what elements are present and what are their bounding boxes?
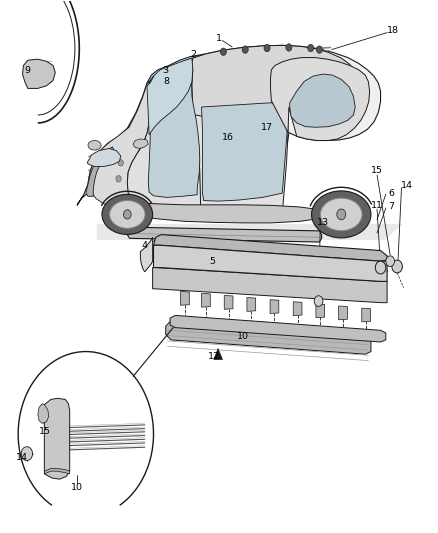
Circle shape bbox=[386, 256, 395, 266]
Circle shape bbox=[220, 48, 226, 55]
Text: 14: 14 bbox=[16, 454, 28, 463]
Polygon shape bbox=[170, 236, 176, 274]
Polygon shape bbox=[44, 398, 70, 479]
Text: 3: 3 bbox=[162, 67, 169, 75]
Circle shape bbox=[264, 44, 270, 52]
Polygon shape bbox=[180, 292, 189, 305]
Polygon shape bbox=[44, 469, 70, 474]
Polygon shape bbox=[293, 302, 302, 316]
Circle shape bbox=[307, 44, 314, 52]
Text: 12: 12 bbox=[208, 352, 220, 361]
Text: 6: 6 bbox=[389, 189, 395, 198]
Polygon shape bbox=[77, 45, 381, 219]
Polygon shape bbox=[170, 316, 386, 342]
Circle shape bbox=[124, 210, 131, 219]
Polygon shape bbox=[192, 45, 355, 117]
Text: 16: 16 bbox=[222, 133, 234, 142]
Text: 15: 15 bbox=[39, 427, 51, 436]
Ellipse shape bbox=[311, 191, 371, 238]
Text: 8: 8 bbox=[164, 77, 170, 86]
Polygon shape bbox=[271, 58, 370, 141]
Polygon shape bbox=[152, 268, 387, 303]
Polygon shape bbox=[86, 147, 114, 196]
Text: 14: 14 bbox=[401, 181, 413, 190]
Polygon shape bbox=[128, 203, 319, 223]
Polygon shape bbox=[133, 139, 148, 149]
Ellipse shape bbox=[102, 195, 152, 235]
Polygon shape bbox=[38, 403, 49, 423]
Polygon shape bbox=[87, 149, 121, 166]
Text: 1: 1 bbox=[216, 35, 222, 44]
Text: 4: 4 bbox=[142, 241, 148, 250]
Circle shape bbox=[118, 160, 124, 166]
Circle shape bbox=[314, 296, 323, 306]
Polygon shape bbox=[148, 80, 200, 197]
Polygon shape bbox=[153, 245, 387, 281]
Text: 17: 17 bbox=[261, 123, 273, 132]
Ellipse shape bbox=[88, 141, 101, 150]
Polygon shape bbox=[166, 321, 371, 354]
Text: 5: 5 bbox=[209, 257, 215, 265]
Polygon shape bbox=[22, 59, 55, 88]
Circle shape bbox=[375, 261, 386, 274]
Polygon shape bbox=[362, 308, 371, 322]
Text: 10: 10 bbox=[71, 482, 83, 491]
Text: 10: 10 bbox=[237, 332, 249, 341]
Polygon shape bbox=[164, 236, 170, 274]
Polygon shape bbox=[201, 103, 287, 201]
Polygon shape bbox=[201, 293, 210, 307]
Polygon shape bbox=[88, 82, 150, 205]
Circle shape bbox=[337, 209, 346, 220]
Polygon shape bbox=[159, 236, 164, 274]
Polygon shape bbox=[127, 79, 201, 217]
Polygon shape bbox=[214, 349, 223, 360]
Text: 2: 2 bbox=[190, 51, 196, 59]
Ellipse shape bbox=[110, 200, 145, 228]
Polygon shape bbox=[194, 103, 288, 217]
Polygon shape bbox=[97, 224, 403, 240]
Polygon shape bbox=[316, 304, 325, 318]
Text: 13: 13 bbox=[317, 219, 329, 228]
Polygon shape bbox=[270, 300, 279, 313]
Polygon shape bbox=[339, 306, 347, 320]
Text: 7: 7 bbox=[389, 203, 395, 212]
Polygon shape bbox=[127, 227, 321, 242]
Text: 18: 18 bbox=[387, 27, 399, 36]
Circle shape bbox=[242, 46, 248, 53]
Circle shape bbox=[116, 175, 121, 182]
Polygon shape bbox=[92, 58, 194, 204]
Polygon shape bbox=[224, 295, 233, 309]
Polygon shape bbox=[290, 74, 355, 127]
Polygon shape bbox=[153, 235, 387, 261]
Polygon shape bbox=[141, 237, 152, 272]
Circle shape bbox=[286, 44, 292, 51]
Text: 11: 11 bbox=[371, 201, 383, 210]
Text: 15: 15 bbox=[371, 166, 383, 175]
Polygon shape bbox=[147, 58, 193, 135]
Circle shape bbox=[316, 46, 322, 53]
Ellipse shape bbox=[321, 198, 362, 231]
Circle shape bbox=[21, 447, 32, 461]
Polygon shape bbox=[247, 297, 256, 311]
Circle shape bbox=[392, 260, 403, 273]
Text: 9: 9 bbox=[25, 67, 31, 75]
